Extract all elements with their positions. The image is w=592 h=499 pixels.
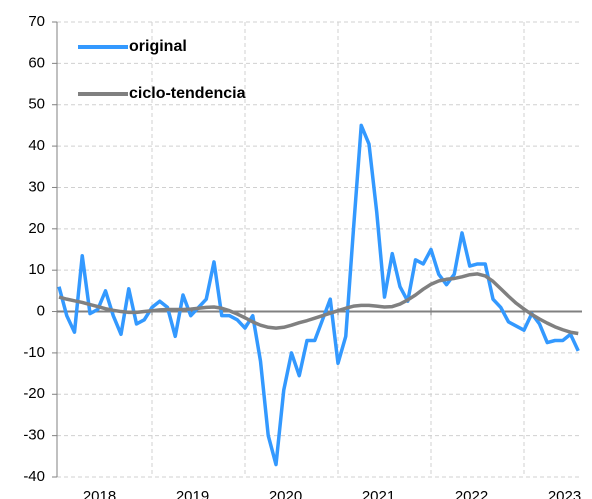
x-tick-label: 2018 (83, 488, 116, 499)
y-tick-label: 40 (28, 137, 45, 154)
legend-label: original (129, 38, 187, 55)
y-tick-label: 70 (28, 13, 45, 30)
series-line (57, 123, 580, 467)
y-tick-label: 10 (28, 261, 45, 278)
x-tick-label: 2020 (269, 488, 302, 499)
series-line (58, 272, 579, 336)
x-tick-label: 2023 (548, 488, 581, 499)
y-tick-label: -30 (23, 427, 45, 444)
x-tick-label: 2022 (455, 488, 488, 499)
y-tick-label: 0 (37, 303, 45, 320)
y-tick-label: -10 (23, 344, 45, 361)
y-tick-label: 30 (28, 178, 45, 195)
y-tick-label: 20 (28, 220, 45, 237)
y-tick-label: -40 (23, 468, 45, 485)
x-tick-label: 2021 (362, 488, 395, 499)
x-tick-label: 2019 (176, 488, 209, 499)
y-tick-label: -20 (23, 385, 45, 402)
y-tick-label: 50 (28, 96, 45, 113)
legend-label: ciclo-tendencia (129, 85, 246, 102)
y-tick-label: 60 (28, 54, 45, 71)
